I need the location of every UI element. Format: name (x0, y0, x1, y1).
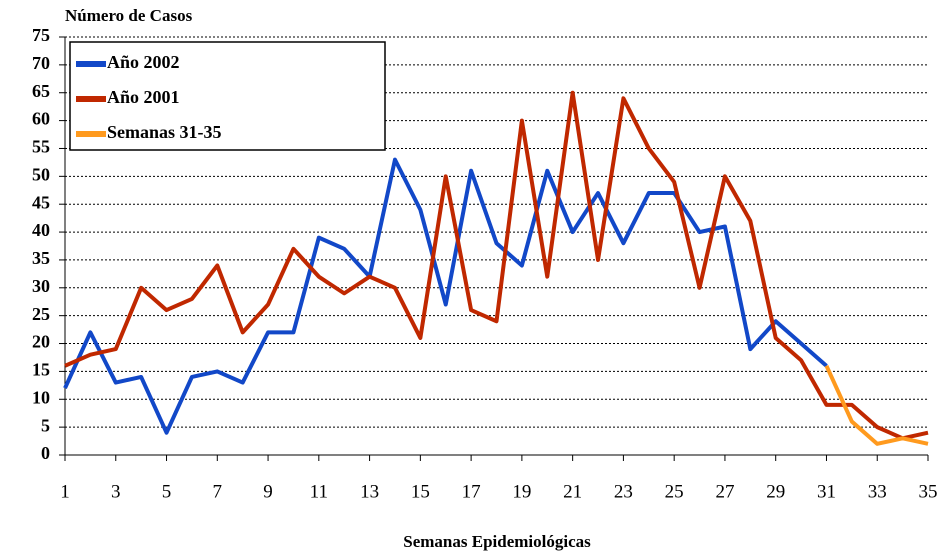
x-tick-label: 29 (766, 481, 785, 502)
legend-label: Semanas 31-35 (107, 122, 222, 142)
legend-box (69, 41, 386, 151)
x-tick-label: 25 (665, 481, 684, 502)
x-tick-label: 35 (919, 481, 938, 502)
x-tick-label: 21 (563, 481, 582, 502)
x-tick-label: 33 (868, 481, 887, 502)
y-tick-label: 25 (32, 304, 50, 324)
legend-label: Año 2001 (107, 87, 180, 107)
series-line (64, 90, 929, 441)
x-tick-label: 19 (512, 481, 531, 502)
x-tick-label: 9 (263, 481, 273, 502)
y-tick-label: 10 (32, 387, 50, 407)
y-tick-label: 75 (32, 25, 50, 45)
y-tick-label: 55 (32, 137, 50, 157)
legend-label: Año 2002 (107, 52, 180, 72)
x-tick-label: 7 (213, 481, 223, 502)
x-tick-label: 15 (411, 481, 430, 502)
x-tick-label: 27 (715, 481, 734, 502)
y-tick-label: 30 (32, 276, 50, 296)
y-tick-label: 5 (41, 415, 50, 435)
axis-title: Número de Casos (65, 6, 193, 25)
x-tick-label: 1 (60, 481, 70, 502)
series-line (63, 157, 828, 435)
y-tick-label: 40 (32, 220, 50, 240)
y-tick-label: 70 (32, 53, 50, 73)
x-tick-label: 13 (360, 481, 379, 502)
x-tick-label: 23 (614, 481, 633, 502)
x-tick-label: 3 (111, 481, 121, 502)
series-line (824, 364, 929, 446)
y-tick-label: 50 (32, 164, 50, 184)
y-tick-label: 35 (32, 248, 50, 268)
y-tick-label: 60 (32, 109, 50, 129)
y-tick-label: 0 (41, 443, 50, 463)
x-tick-label: 17 (462, 481, 481, 502)
y-tick-label: 45 (32, 192, 50, 212)
x-tick-label: 31 (817, 481, 836, 502)
x-axis-title: Semanas Epidemiológicas (403, 532, 591, 551)
x-tick-label: 11 (310, 481, 328, 502)
y-tick-label: 20 (32, 332, 50, 352)
y-tick-label: 15 (32, 360, 50, 380)
x-tick-label: 5 (162, 481, 172, 502)
y-tick-label: 65 (32, 81, 50, 101)
